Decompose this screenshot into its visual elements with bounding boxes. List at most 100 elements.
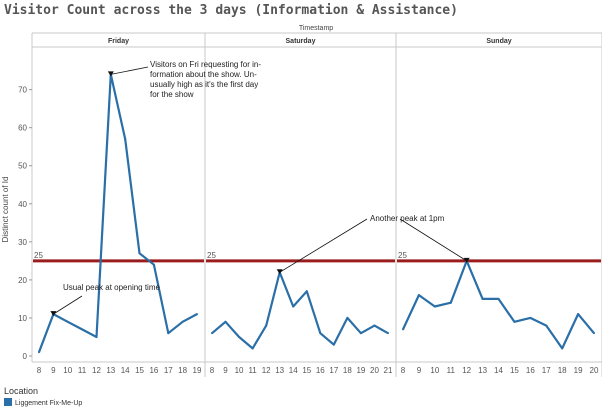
data-point — [319, 332, 322, 335]
data-point — [292, 305, 295, 308]
reference-line-label: 25 — [398, 251, 407, 260]
y-tick-label: 10 — [18, 314, 27, 323]
panel-header-sunday: Sunday — [486, 38, 511, 45]
data-point — [167, 332, 170, 335]
x-tick-label: 11 — [78, 366, 87, 375]
annotation-arrowhead — [463, 257, 470, 263]
data-point — [265, 324, 268, 327]
x-tick-label: 14 — [121, 366, 130, 375]
y-axis-title: Distinct count of Id — [1, 177, 10, 243]
x-tick-label: 16 — [149, 366, 158, 375]
panel-header-saturday: Saturday — [286, 38, 316, 45]
x-tick-label: 12 — [462, 366, 471, 375]
legend-title: Location — [4, 386, 38, 396]
legend-entry: Liggement Fix-Me-Up — [15, 400, 82, 407]
data-point — [513, 320, 516, 323]
legend: Location Liggement Fix-Me-Up — [4, 386, 82, 407]
x-tick-label: 18 — [343, 366, 352, 375]
x-tick-label: 8 — [401, 366, 406, 375]
x-tick-label: 15 — [510, 366, 519, 375]
annotation-arrowhead — [107, 71, 114, 77]
y-tick-label: 60 — [18, 124, 27, 133]
x-tick-label: 18 — [558, 366, 567, 375]
legend-swatch — [4, 398, 12, 406]
annotation-leader — [399, 218, 467, 262]
data-point — [433, 305, 436, 308]
data-point — [66, 320, 69, 323]
annotation-text: for the show — [150, 90, 194, 99]
column-header-timestamp: Timestamp — [299, 25, 333, 32]
annotation-leader — [110, 66, 149, 75]
x-tick-label: 21 — [384, 366, 393, 375]
x-tick-label: 11 — [248, 366, 257, 375]
y-tick-label: 20 — [18, 276, 27, 285]
annotation-arrowhead — [276, 269, 283, 275]
annotation-text: Another peak at 1pm — [370, 214, 445, 223]
annotation-text: usually high as it's the first day — [150, 80, 258, 89]
x-tick-label: 11 — [447, 366, 456, 375]
data-point — [251, 347, 254, 350]
x-tick-label: 10 — [63, 366, 72, 375]
data-point — [238, 335, 241, 338]
x-tick-label: 8 — [37, 366, 42, 375]
x-tick-label: 20 — [590, 366, 599, 375]
x-tick-label: 12 — [92, 366, 101, 375]
annotation-leader — [53, 295, 83, 315]
data-point — [529, 316, 532, 319]
series-line-sunday — [402, 259, 595, 350]
x-tick-label: 16 — [526, 366, 535, 375]
data-point — [152, 263, 155, 266]
data-point — [81, 328, 84, 331]
data-point — [402, 328, 404, 331]
data-point — [305, 290, 308, 293]
y-tick-label: 40 — [18, 200, 27, 209]
data-point — [593, 332, 595, 335]
data-point — [497, 297, 500, 300]
x-tick-label: 15 — [302, 366, 311, 375]
x-tick-label: 14 — [494, 366, 503, 375]
data-point — [346, 316, 349, 319]
annotation-leader — [279, 218, 368, 273]
x-tick-label: 17 — [164, 366, 173, 375]
x-tick-label: 9 — [51, 366, 56, 375]
x-tick-label: 10 — [235, 366, 244, 375]
data-point — [373, 324, 376, 327]
y-tick-label: 50 — [18, 162, 27, 171]
data-point — [417, 294, 420, 297]
annotation-text: formation about the show. Un- — [150, 70, 257, 79]
data-point — [38, 351, 40, 354]
data-point — [387, 332, 389, 335]
data-point — [224, 320, 227, 323]
x-tick-label: 10 — [430, 366, 439, 375]
data-point — [95, 335, 98, 338]
annotation-text: Usual peak at opening time — [63, 283, 161, 292]
x-tick-label: 13 — [106, 366, 115, 375]
chart-title: Visitor Count across the 3 days (Informa… — [4, 3, 458, 18]
y-tick-label: 70 — [18, 86, 27, 95]
annotation-arrowhead — [50, 311, 57, 317]
x-tick-label: 19 — [574, 366, 583, 375]
y-tick-label: 30 — [18, 238, 27, 247]
x-tick-label: 8 — [210, 366, 215, 375]
annotation-text: Visitors on Fri requesting for in- — [150, 60, 261, 69]
x-tick-label: 14 — [289, 366, 298, 375]
data-point — [124, 138, 127, 141]
x-tick-label: 9 — [223, 366, 228, 375]
series-line-saturday — [211, 271, 389, 350]
x-tick-label: 12 — [262, 366, 271, 375]
x-tick-label: 15 — [135, 366, 144, 375]
series-line-friday — [37, 73, 198, 353]
data-point — [196, 313, 198, 316]
x-tick-label: 13 — [275, 366, 284, 375]
data-point — [449, 301, 452, 304]
data-point — [481, 297, 484, 300]
x-tick-label: 17 — [542, 366, 551, 375]
data-point — [211, 332, 213, 335]
x-tick-label: 19 — [193, 366, 202, 375]
data-point — [181, 320, 184, 323]
x-tick-label: 16 — [316, 366, 325, 375]
reference-line-label: 25 — [207, 251, 216, 260]
data-point — [359, 332, 362, 335]
